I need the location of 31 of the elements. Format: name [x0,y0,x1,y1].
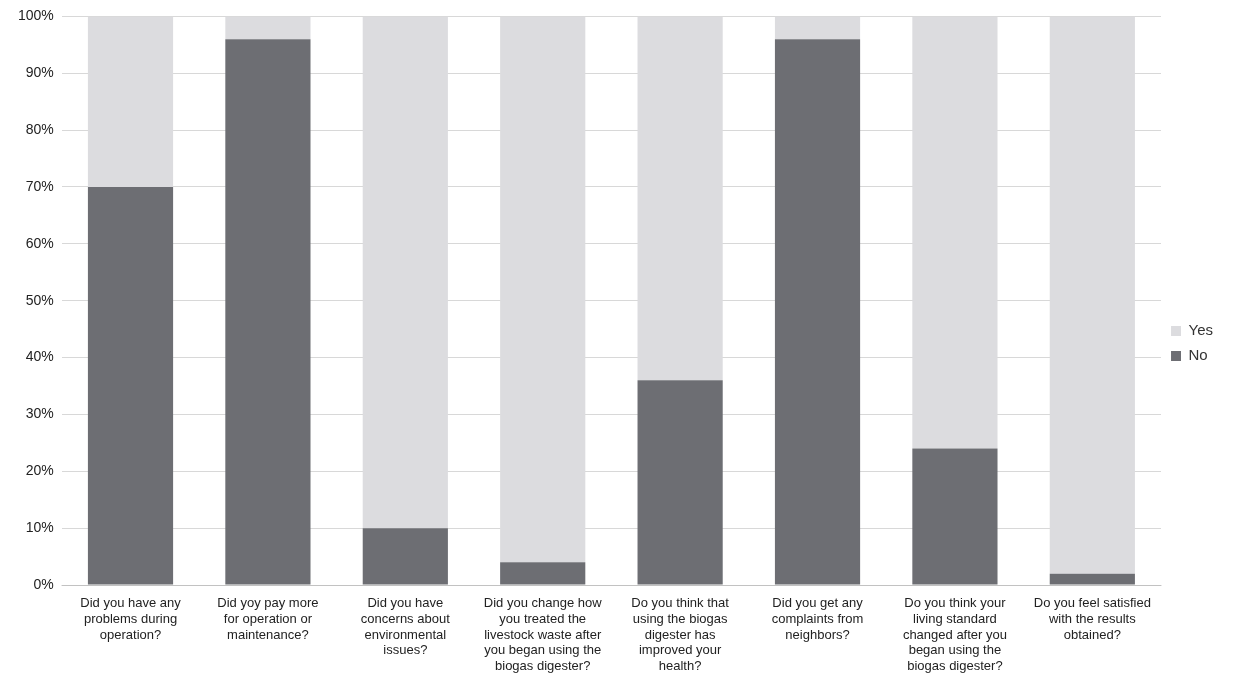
bar [774,16,861,40]
y-tick-label: 30% [25,405,54,422]
legend-label: No [1188,346,1208,364]
y-tick-label: 0% [33,575,54,592]
y-tick-label: 20% [25,462,54,479]
bar [225,16,311,40]
x-tick-label: Do you feel satisfied with the results obtained? [1033,595,1151,642]
y-tick-label: 70% [25,177,54,194]
y-tick-label: 60% [25,234,54,251]
y-tick-label: 40% [25,348,54,365]
bar [362,528,448,585]
legend-label: Yes [1188,321,1214,339]
x-tick-label: Did yoy pay more for operation or maintenance? [217,595,319,642]
x-tick-label: Did you have concerns about environmental issues? [360,595,451,658]
bar [774,39,861,585]
y-tick-label: 50% [25,291,54,308]
y-tick-label: 100% [17,7,54,24]
x-tick-label: Do you think that using the biogas digester has improved your health? [631,595,730,673]
bar [1049,573,1135,585]
x-tick-label: Did you change how you treated the livestock waste after you began using the biogas digester? [483,595,603,673]
x-tick-label: Did you have any problems during operation? [80,595,182,642]
y-tick-label: 80% [25,120,54,137]
y-tick-label: 90% [25,64,54,81]
bar [225,39,311,585]
x-tick-label: Do you think your living standard changed after you began using the biogas digester? [902,595,1007,673]
x-tick-label: Did you get any complaints from neighbors? [771,595,864,642]
bar [87,186,174,585]
y-tick-label: 10% [25,519,54,535]
bar [912,448,998,585]
bar [637,380,723,585]
bar [500,562,586,585]
